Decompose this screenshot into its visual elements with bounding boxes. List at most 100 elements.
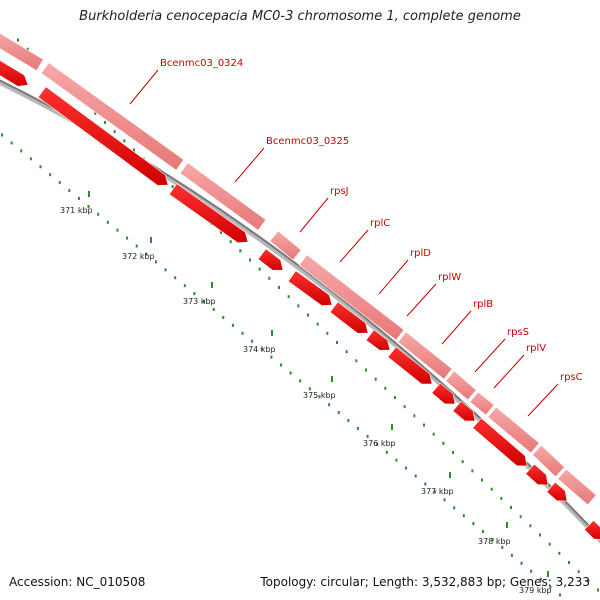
tick-mark [106,220,109,224]
major-tick-mark [391,424,393,430]
tick-mark [1,133,3,137]
tick-mark [519,515,522,519]
gene-leader-line [493,354,525,389]
tick-mark [520,561,523,565]
tick-mark [558,551,561,555]
tick-mark [268,276,271,280]
gene-label: Bcenmc03_0324 [160,58,243,69]
gene-label: rplV [526,343,546,354]
tick-mark [453,506,456,510]
genome-backbone-core [0,79,600,540]
tick-row-outer [17,38,599,592]
tick-mark [414,474,417,478]
tick-mark [241,331,244,335]
tick-mark [133,148,135,152]
gene-feature [532,444,565,478]
tick-mark [326,331,329,335]
gene-label: rplB [473,299,493,310]
cds-feature [168,183,249,243]
cds-feature [287,270,333,306]
tick-mark [116,228,119,232]
tick-mark [337,411,340,415]
tick-mark [87,204,90,208]
tick-mark [287,295,290,299]
gene-feature [557,468,597,506]
tick-mark [424,482,427,486]
tick-mark [597,588,599,592]
major-tick-mark [547,571,549,577]
gene-feature [298,254,405,341]
tick-mark [289,371,292,375]
tick-mark [249,258,251,262]
tick-mark [308,387,311,391]
cds-feature [387,346,433,385]
tick-label: 377 kbp [421,487,454,496]
tick-mark [307,313,309,317]
tick-mark [260,347,263,351]
gene-feature [269,230,302,261]
tick-mark [113,130,116,134]
tick-mark [270,355,273,359]
tick-mark [395,458,398,462]
gene-label: rplW [438,272,461,283]
feature-track [0,33,600,540]
cds-feature [546,481,568,502]
tick-mark [403,405,406,409]
tick-mark [549,585,552,589]
cds-feature [329,301,369,334]
tick-mark [278,286,280,289]
tick-label: 375 kbp [303,391,336,400]
tick-mark [548,542,551,546]
major-tick-mark [271,330,273,336]
gene-feature [40,62,185,171]
gene-label: rplD [410,248,431,259]
tick-mark [145,252,148,256]
tick-mark [220,231,222,234]
tick-label: 378 kbp [478,537,511,546]
gene-leader-line [129,69,159,105]
tick-mark [203,300,206,304]
tick-mark [231,323,234,327]
tick-mark [212,307,215,311]
tick-mark [490,487,493,491]
tick-mark [39,165,42,169]
tick-mark [123,139,126,143]
gene-feature [445,370,477,401]
map-title: Burkholderia cenocepacia MC0-3 chromosom… [79,9,521,24]
tick-mark [183,284,186,288]
tick-mark [316,322,319,326]
cds-feature [583,519,600,540]
major-tick-mark [88,191,90,197]
tick-mark [442,441,445,445]
tick-label: 379 kbp [519,586,552,595]
tick-mark [297,304,300,308]
cds-feature [472,417,528,467]
tick-mark [171,185,174,189]
tick-mark [461,460,464,464]
tick-mark [336,341,338,344]
tick-mark [355,359,358,363]
tick-mark [97,212,100,216]
tick-mark [568,561,570,564]
tick-mark [365,368,367,372]
major-tick-mark [211,282,213,288]
tick-label: 374 kbp [243,345,276,354]
gene-feature [397,331,453,380]
tick-mark [423,423,425,427]
tick-mark [471,469,474,473]
gene-leader-line [234,147,265,183]
tick-mark [529,524,532,528]
tick-mark [258,267,261,271]
tick-label: 376 kbp [363,439,396,448]
gene-feature [179,162,267,231]
tick-mark [229,240,232,244]
tick-mark [328,403,331,407]
tick-mark [193,292,196,296]
tick-mark [539,577,542,581]
tick-mark [472,522,475,526]
tick-mark [299,379,302,383]
cds-feature [365,329,391,351]
tick-mark [17,38,19,42]
